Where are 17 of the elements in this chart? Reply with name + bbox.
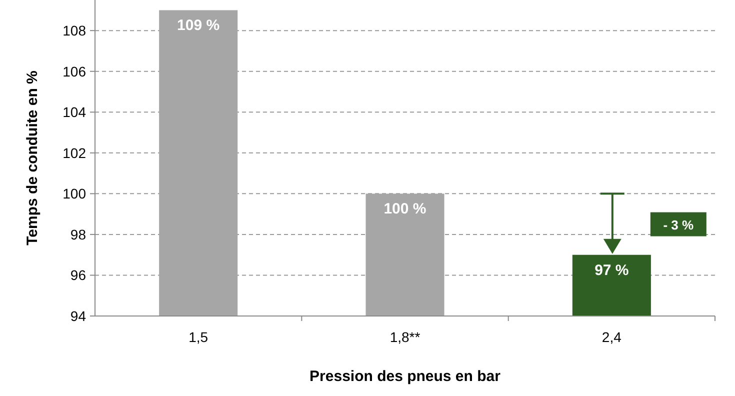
x-tick-label: 1,5 — [188, 329, 208, 345]
data-label: 109 % — [177, 17, 220, 34]
y-tick-label: 100 — [62, 186, 86, 202]
y-tick-label: 106 — [62, 63, 86, 80]
y-tick-label: 98 — [70, 226, 86, 242]
x-axis-title: Pression des pneus en bar — [310, 368, 501, 385]
y-tick-label: 104 — [62, 104, 86, 120]
y-tick-label: 102 — [62, 144, 86, 161]
y-axis-title: Temps de conduite en % — [24, 70, 41, 246]
x-tick-label: 1,8** — [390, 329, 421, 345]
data-label: 100 % — [384, 200, 426, 218]
x-tick-label: 2,4 — [602, 329, 622, 345]
y-tick-label: 94 — [70, 308, 86, 324]
annotation: - 3 % — [663, 217, 694, 232]
data-label: 97 % — [594, 262, 629, 279]
y-tick-label: 108 — [62, 22, 86, 39]
y-tick-label: 96 — [70, 267, 86, 284]
